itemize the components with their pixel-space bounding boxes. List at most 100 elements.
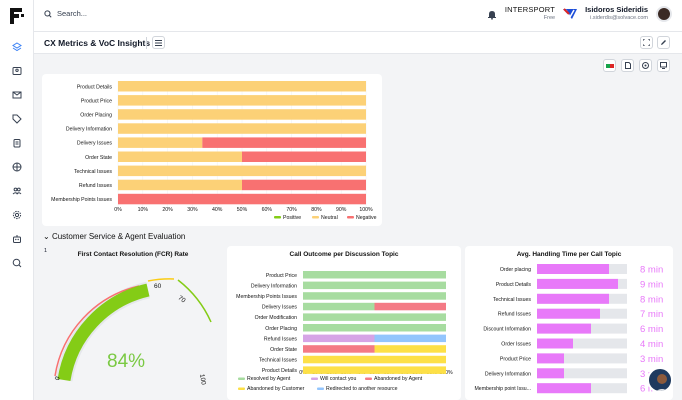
- search-icon: [44, 9, 52, 18]
- x-tick-label: 90%: [336, 207, 347, 213]
- legend-label: Will contact you: [320, 376, 356, 382]
- bar: [537, 323, 591, 334]
- category-label: Delivery Issues: [77, 141, 113, 147]
- category-label: Product Details: [77, 84, 113, 90]
- gauge-label-60: 60: [154, 283, 162, 290]
- edit-button[interactable]: [657, 36, 670, 49]
- category-label: Product Price: [266, 273, 297, 279]
- document-button[interactable]: [621, 59, 634, 72]
- x-tick-label: 50%: [237, 207, 248, 213]
- fullscreen-button[interactable]: [640, 36, 653, 49]
- section-header[interactable]: ⌄ Customer Service & Agent Evaluation: [43, 232, 185, 241]
- bar-negative: [242, 151, 366, 162]
- x-tick-label: 70%: [286, 207, 297, 213]
- search-box[interactable]: Search...: [44, 9, 87, 18]
- category-label: Product Details: [262, 368, 298, 374]
- category-label: Delivery Information: [485, 371, 531, 377]
- gauge-value-arc: [57, 283, 150, 382]
- category-label: Technical Issues: [259, 358, 297, 364]
- bar-track: [537, 353, 627, 364]
- bar-neutral: [118, 95, 366, 106]
- x-tick-label: 0%: [114, 207, 122, 213]
- contacts-icon[interactable]: [9, 63, 25, 79]
- legend-label: Negative: [356, 215, 377, 221]
- category-label: Delivery Information: [66, 127, 112, 133]
- gauge-red-zone: [54, 285, 140, 377]
- display-button[interactable]: [657, 59, 670, 72]
- category-label: Delivery Information: [251, 283, 297, 289]
- legend-label: Abandoned by Customer: [247, 386, 305, 392]
- x-tick-label: 10%: [138, 207, 149, 213]
- category-label: Order State: [270, 347, 297, 353]
- user-email: i.siderdis@solvace.com: [590, 15, 648, 21]
- clipboard-icon[interactable]: [9, 135, 25, 151]
- bar-negative: [242, 179, 366, 191]
- support-chat-button[interactable]: [647, 367, 673, 393]
- value-label: 6 min: [640, 324, 663, 335]
- legend-label: Neutral: [321, 215, 338, 221]
- bar-segment: [303, 345, 375, 353]
- excel-icon: [605, 63, 614, 68]
- value-label: 7 min: [640, 309, 663, 320]
- category-label: Refund Issues: [264, 336, 298, 342]
- category-label: Refund Issues: [79, 183, 113, 189]
- team-icon[interactable]: [9, 183, 25, 199]
- chart-settings-button[interactable]: [639, 59, 652, 72]
- bar: [537, 278, 618, 289]
- legend-swatch: [365, 377, 372, 380]
- fcr-gauge: [54, 278, 212, 382]
- legend-label: Abandoned by Agent: [374, 376, 423, 382]
- chevron-down-icon: ⌄: [43, 232, 50, 241]
- user-info[interactable]: Isidoros Sideridis i.siderdis@solvace.co…: [585, 5, 648, 23]
- x-tick-label: 100%: [359, 207, 373, 213]
- user-name: Isidoros Sideridis: [585, 5, 648, 14]
- bar: [537, 264, 609, 274]
- bar-neutral: [118, 137, 203, 148]
- bar-neutral: [118, 81, 366, 92]
- bar: [537, 383, 591, 394]
- value-label: 3 min: [640, 354, 663, 365]
- bar-segment: [303, 366, 446, 374]
- avatar[interactable]: [656, 6, 672, 22]
- legend-swatch: [312, 216, 319, 219]
- sentiment-chart-card: 0% 10% 20% 30% 40% 50% 60% 70% 80% 90% 100% Product…: [42, 74, 382, 226]
- menu-button[interactable]: [152, 36, 165, 49]
- sidebar: [0, 0, 34, 400]
- category-label: Membership Points Issues: [236, 294, 297, 300]
- bell-icon[interactable]: [487, 9, 497, 20]
- legend-label: Resolved by Agent: [247, 376, 291, 382]
- mail-icon[interactable]: [9, 87, 25, 103]
- app-logo[interactable]: [9, 7, 25, 25]
- export-excel-button[interactable]: [603, 59, 616, 72]
- bar: [537, 308, 600, 319]
- value-label: 8 min: [640, 294, 663, 305]
- settings-icon[interactable]: [9, 207, 25, 223]
- x-tick-label: 20%: [162, 207, 173, 213]
- target-icon: [642, 62, 649, 69]
- pencil-icon: [661, 40, 666, 45]
- robot-icon[interactable]: [9, 231, 25, 247]
- globe-icon[interactable]: [9, 159, 25, 175]
- category-label: Discount Information: [483, 327, 531, 333]
- bar-neutral: [118, 165, 366, 177]
- bar-neutral: [118, 109, 366, 120]
- search-globe-icon[interactable]: [9, 255, 25, 271]
- bar-neutral: [118, 123, 366, 134]
- category-label: Delivery Issues: [262, 305, 298, 311]
- category-label: Refund Issues: [498, 312, 532, 318]
- sentiment-chart: 0% 10% 20% 30% 40% 50% 60% 70% 80% 90% 100% Product…: [51, 81, 377, 221]
- bar-segment: [303, 292, 446, 300]
- aht-title: Avg. Handling Time per Call Topic: [516, 251, 622, 258]
- category-label: Order State: [85, 155, 112, 161]
- call-outcome-chart: 0%10%20%30%40%50%60%70%80%90%100%Product…: [236, 271, 453, 392]
- bar-segment: [303, 302, 375, 311]
- legend-label: Redirected to another resource: [326, 386, 398, 392]
- tag-icon[interactable]: [9, 111, 25, 127]
- fcr-card: First Contact Resolution (FCR) Rate: [42, 246, 224, 400]
- legend-swatch: [317, 387, 324, 390]
- top-bar: Search... INTERSPORT Free Isidoros Sider…: [34, 0, 682, 32]
- bar: [537, 368, 564, 379]
- search-input[interactable]: Search...: [57, 9, 88, 18]
- layers-icon[interactable]: [9, 39, 25, 55]
- fcr-value: 84%: [107, 351, 146, 372]
